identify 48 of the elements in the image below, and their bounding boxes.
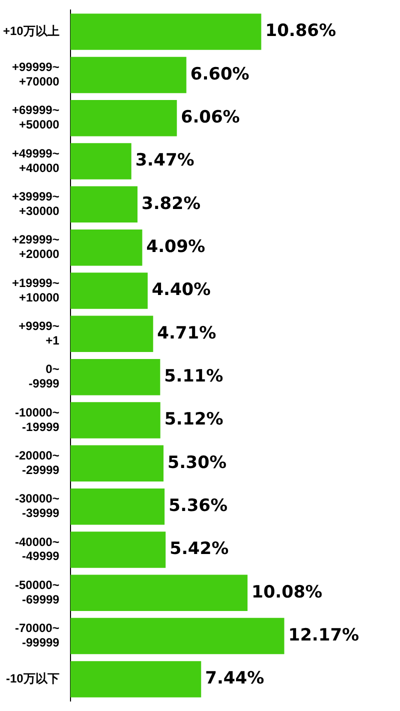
bar xyxy=(70,402,160,438)
y-tick-label: +39999~+30000 xyxy=(12,190,60,218)
y-tick-label: -10000~-19999 xyxy=(14,405,60,434)
data-label: 5.30% xyxy=(168,452,226,473)
y-tick-label: +49999~+40000 xyxy=(12,146,60,175)
bar xyxy=(70,532,166,568)
bar xyxy=(70,272,148,309)
data-label: 5.11% xyxy=(164,366,224,387)
data-label: 5.36% xyxy=(168,496,228,516)
bar xyxy=(70,445,164,482)
data-label: 5.42% xyxy=(170,539,229,560)
bar xyxy=(70,14,262,50)
data-label: 4.09% xyxy=(146,237,206,258)
bar xyxy=(70,100,177,136)
y-tick-label: -20000~-29999 xyxy=(14,448,60,477)
data-label: 3.82% xyxy=(141,194,200,214)
y-tick-label: +19999~+10000 xyxy=(12,276,60,304)
y-tick-label: -70000~-99999 xyxy=(14,621,60,650)
bar xyxy=(70,56,186,94)
y-tick-label: +99999~+70000 xyxy=(12,60,60,88)
y-tick-label: +10万以上 xyxy=(2,24,60,38)
bar xyxy=(70,229,142,266)
y-tick-label: -30000~-39999 xyxy=(14,492,60,520)
data-label: 6.06% xyxy=(180,108,240,128)
y-tick-label: +29999~+20000 xyxy=(12,232,60,262)
y-tick-label: -50000~-69999 xyxy=(14,578,60,606)
data-label: 10.08% xyxy=(252,582,322,602)
data-label: 3.47% xyxy=(135,150,194,171)
bar xyxy=(70,574,248,612)
data-label: 6.60% xyxy=(190,64,250,84)
data-label: 5.12% xyxy=(164,410,224,430)
data-label: 10.86% xyxy=(265,21,336,42)
bar xyxy=(70,316,154,352)
data-label: 4.71% xyxy=(157,323,216,344)
data-label: 4.40% xyxy=(152,280,211,300)
y-tick-label: -10万以下 xyxy=(6,672,60,686)
bar xyxy=(70,186,138,223)
y-tick-label: +9999~+1 xyxy=(18,319,60,348)
bar xyxy=(70,618,284,654)
y-tick-label: +69999~+50000 xyxy=(12,103,60,132)
data-label: 7.44% xyxy=(205,668,264,689)
y-tick-label: 0~-9999 xyxy=(28,362,60,391)
data-label: 12.17% xyxy=(288,625,360,646)
y-tick-label: -40000~-49999 xyxy=(14,534,60,564)
bar xyxy=(70,488,165,525)
bar xyxy=(70,358,160,396)
bar xyxy=(70,661,202,698)
bar xyxy=(70,143,132,180)
